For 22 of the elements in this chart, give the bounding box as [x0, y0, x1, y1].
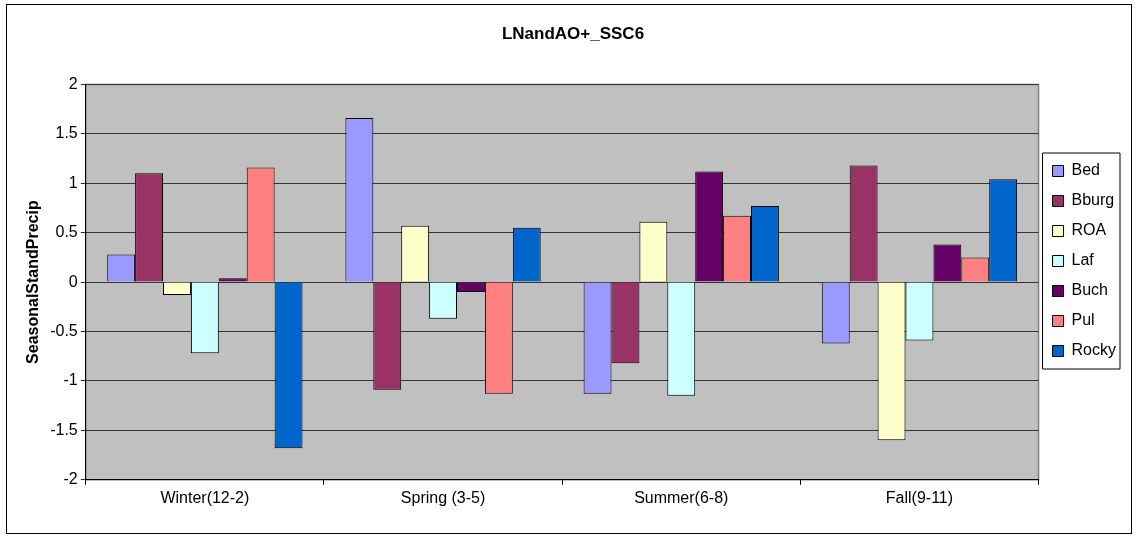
- legend-label: Buch: [1071, 281, 1109, 299]
- y-tick-label: -1.5: [50, 420, 78, 438]
- y-tick-label: 1.5: [55, 124, 78, 142]
- y-tick-label: -0.5: [50, 321, 78, 339]
- chart-title: LNandAO+_SSC6: [501, 23, 645, 43]
- legend-label: Bburg: [1071, 191, 1115, 209]
- x-tick-label: Fall(9-11): [885, 488, 954, 506]
- legend-label: Bed: [1071, 161, 1101, 179]
- legend-label: Laf: [1071, 251, 1095, 269]
- y-tick-label: 2: [68, 74, 78, 92]
- y-tick-label: -1: [63, 371, 78, 389]
- x-tick-label: Summer(6-8): [634, 488, 729, 506]
- y-tick-label: 1: [68, 173, 78, 191]
- x-tick-label: Spring (3-5): [400, 488, 486, 506]
- legend-label: ROA: [1071, 221, 1107, 239]
- legend-label: Rocky: [1071, 341, 1116, 359]
- y-axis-title: SeasonalStandPrecip: [24, 200, 42, 364]
- x-tick-label: Winter(12-2): [160, 488, 250, 506]
- y-tick-label: 0.5: [55, 223, 78, 241]
- y-tick-label: -2: [63, 470, 78, 488]
- y-tick-label: 0: [68, 272, 78, 290]
- legend-label: Pul: [1071, 311, 1095, 329]
